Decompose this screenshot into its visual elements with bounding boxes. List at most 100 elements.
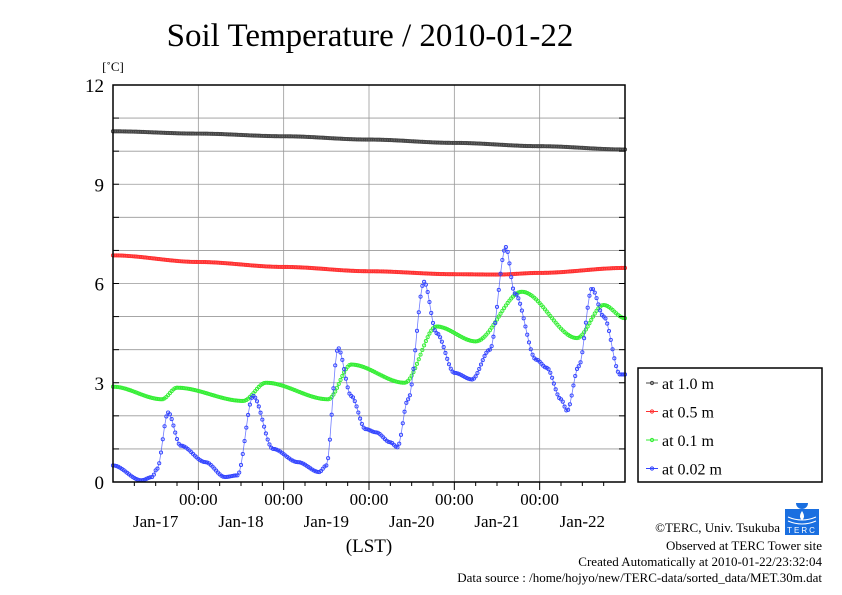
data-point [324,463,329,468]
data-point [178,443,183,448]
data-point [208,392,213,397]
data-point [292,459,297,464]
data-point [358,416,363,421]
data-point [270,446,276,451]
data-point [445,356,450,361]
source-text: Data source : /home/hojyo/new/TERC-data/… [457,570,822,585]
terc-logo: TERC [785,503,819,535]
data-point [345,385,350,390]
data-point [423,282,428,287]
data-point [605,321,610,326]
data-point [583,320,588,325]
data-point [119,385,124,390]
data-point [404,400,409,405]
data-point [500,308,505,313]
data-point [343,376,348,381]
data-point [356,410,361,415]
data-point [228,474,233,479]
data-point [253,395,258,400]
grid [113,85,625,482]
data-point [214,394,219,399]
data-point [598,308,603,313]
data-point [519,308,524,313]
data-point [310,394,315,399]
data-point [416,357,421,362]
data-point [199,389,204,394]
data-point [468,338,473,343]
data-point [587,293,592,298]
data-point [313,395,318,400]
data-point [402,409,407,414]
data-point [315,469,320,474]
data-point [189,387,194,392]
data-point [340,373,345,379]
data-point [551,381,556,386]
data-point [530,352,535,357]
data-point [372,430,377,435]
data-point [359,421,364,426]
x-time-tick-label: 00:00 [520,490,559,509]
data-point [546,367,551,372]
data-point [386,439,391,444]
data-point [590,287,596,292]
data-point [336,346,341,351]
data-point [498,311,503,316]
data-point [560,399,565,404]
data-point [438,324,443,329]
data-point [333,363,338,368]
data-point [342,367,347,372]
data-point [395,445,400,450]
data-point [466,338,471,343]
data-point [279,383,284,388]
data-point [425,335,430,340]
data-point [414,328,420,333]
legend-label: at 0.5 m [662,405,715,422]
data-point [276,382,281,387]
data-point [454,370,459,376]
data-point [210,393,215,398]
data-point [352,362,357,367]
data-point [503,245,508,250]
data-point [425,289,430,295]
data-point [247,402,252,407]
data-point [612,356,617,361]
data-point [352,399,357,404]
data-point [507,261,512,266]
data-point [162,424,167,429]
data-point [409,382,414,387]
data-point [311,395,316,400]
data-point [489,325,494,330]
data-point [493,321,498,326]
data-point [491,334,496,339]
data-point [422,279,427,284]
svg-text:TERC: TERC [787,526,817,535]
data-point [592,290,597,295]
legend-label: at 1.0 m [662,376,715,393]
data-point [414,361,420,366]
data-point [576,364,581,369]
data-point [430,320,436,326]
data-point [144,394,149,399]
data-point [164,414,169,419]
y-tick-label: 6 [95,275,105,296]
data-point [198,389,203,394]
data-point [354,404,359,409]
data-point [502,248,507,253]
data-point [573,373,578,379]
data-point [569,393,574,398]
data-point [475,370,480,376]
data-point [256,404,261,409]
data-point [567,402,572,407]
data-point [416,310,421,315]
data-point [158,450,164,455]
data-point [374,430,379,435]
data-point [448,366,453,371]
observed-text: Observed at TERC Tower site [666,538,822,553]
data-point [582,336,587,341]
data-point [358,363,363,368]
data-point [473,339,478,344]
data-point [222,396,228,401]
data-point [578,360,583,365]
y-axis-label: [˚C] [102,59,124,74]
legend-label: at 0.02 m [662,462,723,479]
